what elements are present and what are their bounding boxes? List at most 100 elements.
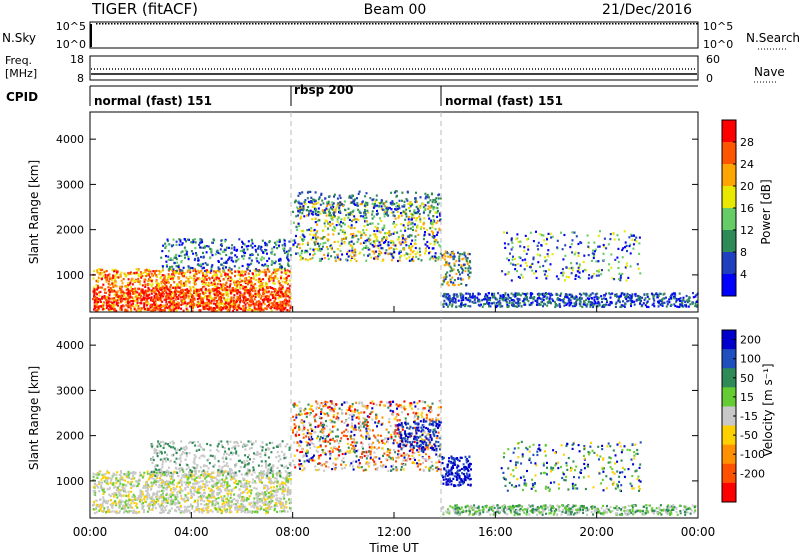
range-cell	[163, 282, 165, 284]
range-cell	[285, 303, 287, 305]
nsky-dot	[114, 23, 116, 25]
range-cell	[479, 293, 481, 295]
range-cell	[522, 276, 524, 278]
nsky-dot	[552, 23, 554, 25]
range-cell	[379, 244, 381, 246]
range-cell	[461, 300, 463, 302]
range-cell	[112, 269, 114, 271]
range-cell	[394, 191, 396, 193]
range-cell	[243, 309, 245, 311]
nsky-dot	[516, 23, 518, 25]
range-cell	[393, 203, 395, 205]
range-cell	[342, 222, 344, 224]
range-cell	[377, 223, 379, 225]
range-cell	[199, 297, 201, 299]
range-cell	[160, 299, 162, 301]
range-cell	[162, 265, 164, 267]
range-cell	[152, 283, 154, 285]
range-cell	[215, 297, 217, 299]
range-cell	[321, 200, 323, 202]
range-cell	[296, 229, 298, 231]
range-cell	[537, 248, 539, 250]
range-cell	[686, 295, 688, 297]
range-cell	[405, 238, 407, 240]
range-cell	[195, 283, 197, 285]
range-cell	[362, 229, 364, 231]
range-cell	[99, 273, 101, 275]
range-cell	[447, 306, 449, 308]
range-cell	[575, 275, 577, 277]
range-cell	[391, 259, 393, 261]
range-cell	[281, 305, 283, 307]
range-cell	[508, 259, 510, 261]
nsky-dot	[504, 23, 506, 25]
nsky-dot	[180, 23, 182, 25]
range-cell	[398, 236, 400, 238]
range-cell	[423, 217, 425, 219]
range-cell	[105, 274, 107, 276]
range-cell	[283, 250, 285, 252]
range-cell	[432, 199, 434, 201]
range-cell	[437, 220, 439, 222]
range-cell	[469, 260, 471, 262]
range-cell	[509, 253, 511, 255]
range-cell	[614, 238, 616, 240]
range-cell	[116, 302, 118, 304]
nsky-dot	[246, 23, 248, 25]
range-cell	[337, 202, 339, 204]
range-cell	[196, 290, 198, 292]
range-cell	[315, 241, 317, 243]
range-cell	[465, 293, 467, 295]
range-cell	[116, 285, 118, 287]
range-cell	[526, 293, 528, 295]
nsky-dot	[480, 23, 482, 25]
range-cell	[327, 252, 329, 254]
nave-tick-top-right: 60	[706, 53, 720, 66]
range-cell	[205, 289, 207, 291]
range-cell	[322, 209, 324, 211]
range-cell	[219, 303, 221, 305]
range-cell	[221, 284, 223, 286]
range-cell	[330, 246, 332, 248]
range-cell	[280, 284, 282, 286]
range-cell	[647, 301, 649, 303]
range-cell	[194, 247, 196, 249]
range-cell	[184, 289, 186, 291]
range-cell	[403, 224, 405, 226]
range-cell	[356, 202, 358, 204]
range-cell	[170, 310, 172, 312]
range-cell	[284, 245, 286, 247]
range-cell	[485, 293, 487, 295]
range-cell	[297, 214, 299, 216]
range-cell	[123, 278, 125, 280]
range-cell	[130, 296, 132, 298]
range-cell	[659, 300, 661, 302]
power-heatmap-data	[92, 190, 699, 312]
range-cell	[228, 276, 230, 278]
range-cell	[598, 297, 600, 299]
range-cell	[135, 296, 137, 298]
range-cell	[257, 254, 259, 256]
nsky-dot	[525, 23, 527, 25]
range-cell	[688, 306, 690, 308]
range-cell	[182, 275, 184, 277]
range-cell	[511, 239, 513, 241]
range-cell	[366, 229, 368, 231]
range-cell	[630, 252, 632, 254]
range-cell	[374, 235, 376, 237]
range-cell	[547, 253, 549, 255]
range-cell	[158, 291, 160, 293]
range-cell	[658, 295, 660, 297]
range-cell	[161, 250, 163, 252]
range-cell	[317, 211, 319, 213]
range-cell	[527, 245, 529, 247]
range-cell	[648, 298, 650, 300]
range-cell	[254, 293, 256, 295]
range-cell	[563, 298, 565, 300]
range-cell	[539, 254, 541, 256]
range-cell	[505, 297, 507, 299]
range-cell	[631, 239, 633, 241]
range-cell	[558, 278, 560, 280]
range-cell	[144, 284, 146, 286]
range-cell	[535, 270, 537, 272]
